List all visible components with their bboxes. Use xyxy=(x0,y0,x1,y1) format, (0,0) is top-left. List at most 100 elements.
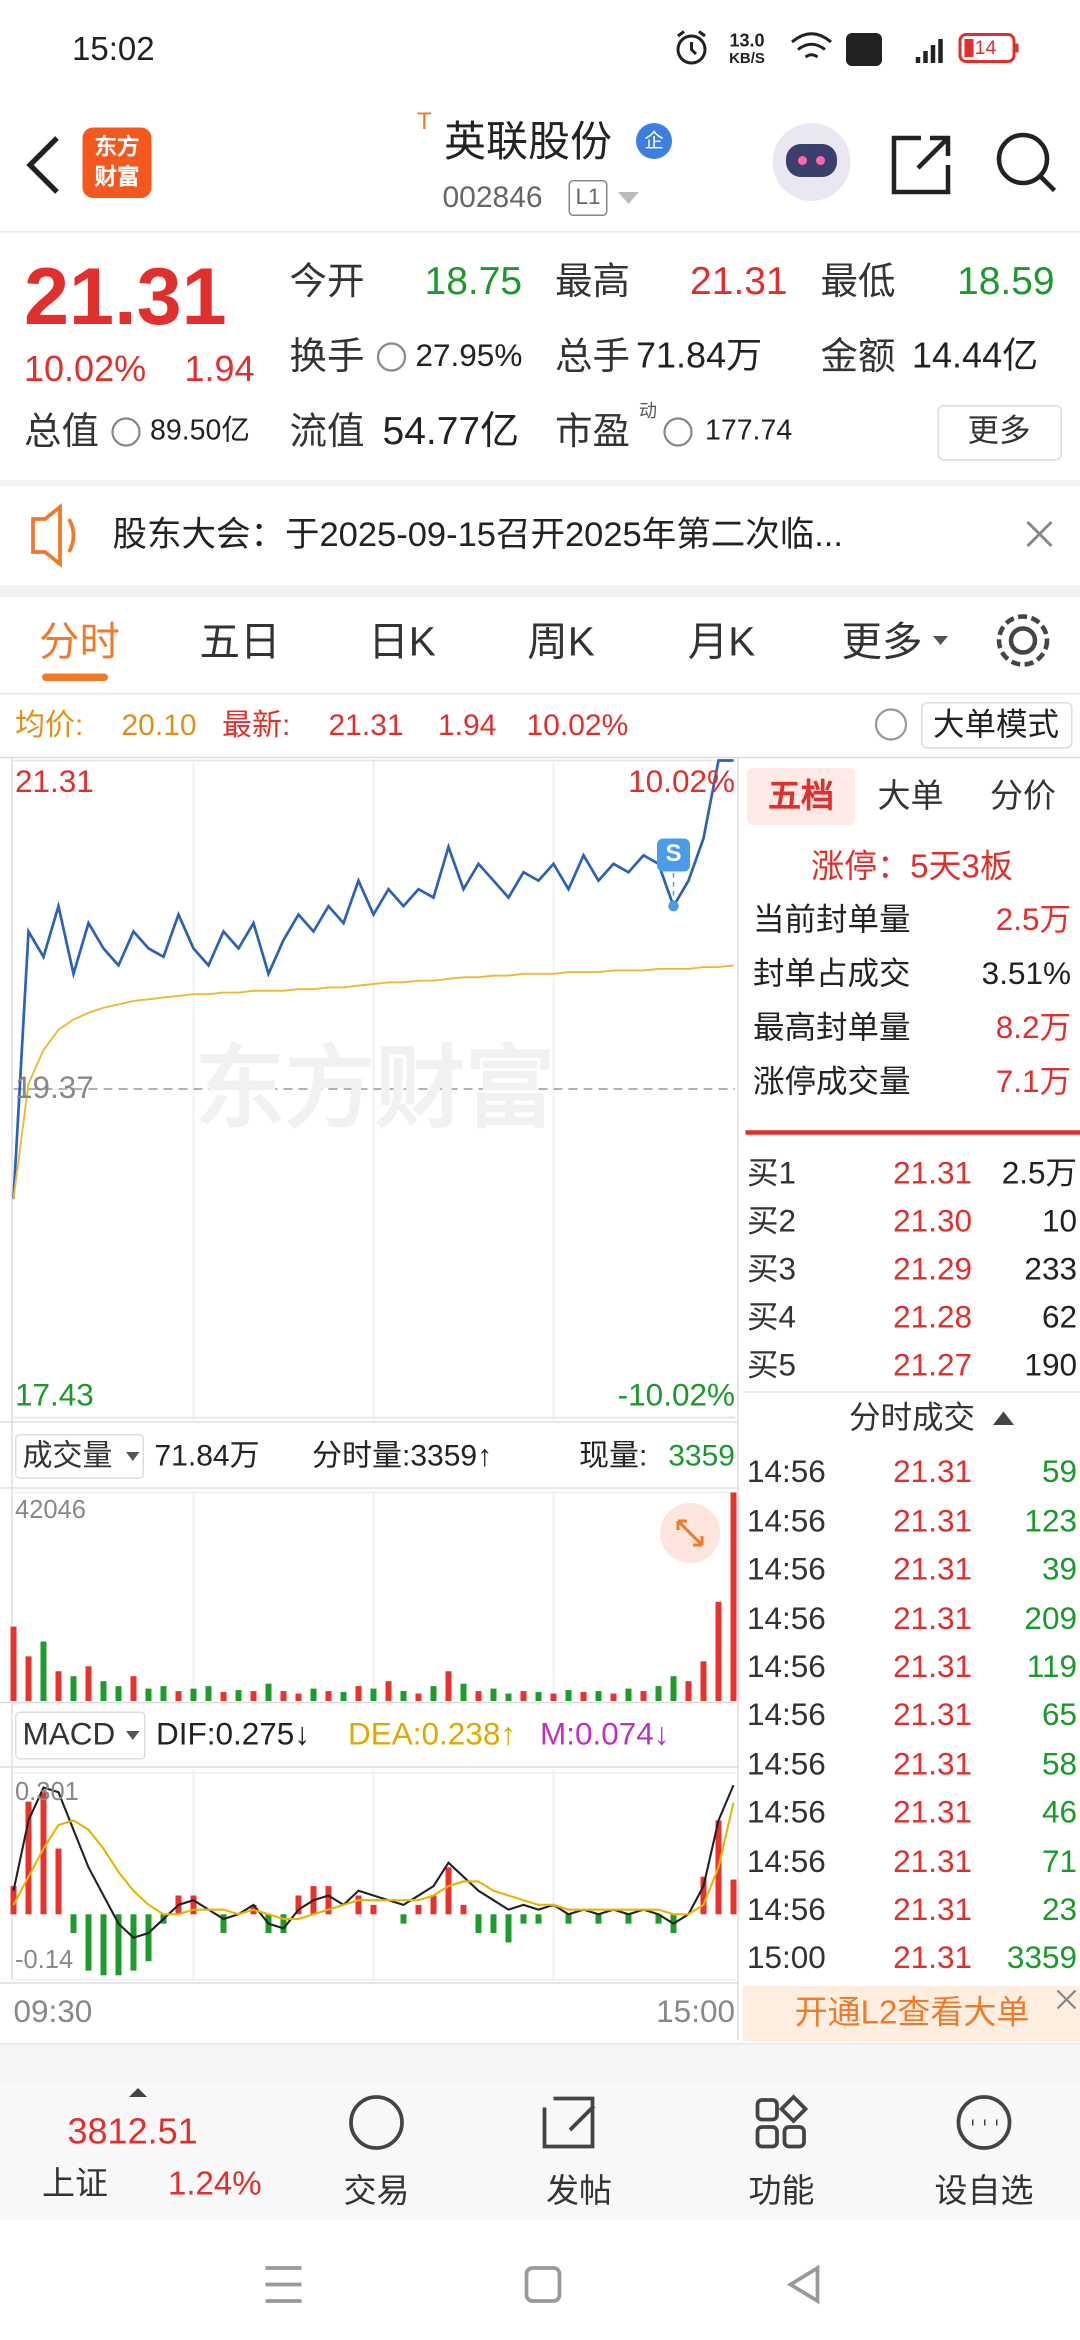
macd-bar xyxy=(520,1914,527,1924)
l2-banner[interactable] xyxy=(742,1986,1080,2042)
more-button[interactable] xyxy=(937,405,1062,461)
search-button[interactable] xyxy=(996,132,1057,193)
chart-tab[interactable]: 更多 xyxy=(841,619,923,665)
macd-bar xyxy=(565,1914,572,1924)
more-button-text[interactable]: 更多 xyxy=(967,414,1031,450)
macd-bar xyxy=(655,1914,662,1924)
stock-code: 002846 xyxy=(442,181,543,215)
volume-dropdown[interactable] xyxy=(15,1434,144,1479)
share-button[interactable] xyxy=(891,135,951,195)
l2-banner-text[interactable]: 开通L2查看大单 xyxy=(794,1993,1030,2031)
volume-bar xyxy=(280,1691,287,1701)
field-label: 流值 xyxy=(289,411,365,453)
volume-bar xyxy=(40,1641,47,1701)
bid-price: 21.31 xyxy=(893,1157,972,1192)
field-label: 总值 xyxy=(24,411,100,453)
trade-price: 21.31 xyxy=(893,1941,972,1977)
macd-bar xyxy=(460,1904,467,1915)
trades-sort-arrow[interactable] xyxy=(993,1411,1014,1426)
volume-bar xyxy=(310,1688,317,1701)
l2-close[interactable] xyxy=(1056,1989,1077,2010)
tick-volume: 分时量:3359↑ xyxy=(312,1440,493,1473)
chart-tab[interactable]: 日K xyxy=(368,619,436,665)
macd-bar xyxy=(295,1895,302,1915)
index-value: 3812.51 xyxy=(67,2111,198,2152)
notice-close[interactable] xyxy=(1026,520,1053,548)
field-label: 最低 xyxy=(820,261,896,303)
volume-bar xyxy=(325,1691,332,1701)
mode-button-text[interactable]: 大单模式 xyxy=(933,708,1059,744)
back-button[interactable] xyxy=(26,136,59,194)
y-tick-label: 0.301 xyxy=(15,1777,79,1806)
notice-icon xyxy=(31,503,76,568)
macd-bar xyxy=(490,1914,497,1934)
field-value: 27.95% xyxy=(415,339,523,375)
volume-bar xyxy=(10,1626,17,1701)
stock-tag: T xyxy=(417,110,432,136)
nav-item[interactable]: 发帖 xyxy=(545,2171,613,2210)
depth-tab[interactable]: 大单 xyxy=(877,776,944,815)
field-label: 市盈 xyxy=(555,411,631,453)
volume-bar xyxy=(160,1686,167,1701)
bid-volume: 10 xyxy=(1041,1205,1077,1240)
nav-item[interactable]: 交易 xyxy=(343,2171,410,2210)
field-label: 最高 xyxy=(555,261,631,303)
system-nav[interactable] xyxy=(265,2264,820,2305)
macd-bar xyxy=(130,1914,137,1971)
trade-price: 21.31 xyxy=(893,1893,972,1928)
macd-bar xyxy=(445,1867,452,1915)
legend-entry: M:0.074↓ xyxy=(540,1718,670,1753)
dropdown-arrow xyxy=(126,1452,140,1461)
trade-time: 14:56 xyxy=(747,1893,826,1928)
x-tick-label: 15:00 xyxy=(656,1995,735,2031)
volume-expand[interactable] xyxy=(660,1503,720,1563)
last-change-pct: 10.02% xyxy=(526,709,629,743)
field-value: 89.50亿 xyxy=(150,414,250,447)
volume-bar xyxy=(430,1686,437,1701)
nav-item[interactable]: 功能 xyxy=(748,2171,815,2210)
nav-item[interactable]: 设自选 xyxy=(934,2171,1034,2210)
macd-dropdown[interactable] xyxy=(15,1711,146,1760)
field-value: 71.84万 xyxy=(636,335,763,376)
volume-bar xyxy=(400,1691,407,1701)
chart-tab[interactable]: 分时 xyxy=(39,619,120,665)
field-label: 今开 xyxy=(289,261,365,303)
annotation-badge xyxy=(657,838,690,872)
settings-button[interactable] xyxy=(996,614,1050,667)
annotation-text: S xyxy=(665,842,682,868)
trade-time: 14:56 xyxy=(747,1844,826,1879)
trade-time: 14:56 xyxy=(747,1504,826,1539)
trade-time: 14:56 xyxy=(747,1747,826,1782)
volume-bar xyxy=(700,1661,707,1701)
volume-bar xyxy=(145,1688,152,1701)
last-change: 1.94 xyxy=(438,709,497,743)
field-label: 换手 xyxy=(289,336,365,378)
mode-button[interactable] xyxy=(921,702,1073,749)
chart-tab[interactable]: 五日 xyxy=(199,619,281,665)
trade-price: 21.31 xyxy=(893,1698,972,1734)
section-gap xyxy=(0,480,1080,486)
chart-tab[interactable]: 月K xyxy=(687,619,756,665)
volume-bar xyxy=(190,1688,197,1701)
chart-tab[interactable]: 周K xyxy=(527,619,595,665)
trade-price: 21.31 xyxy=(893,1455,972,1491)
change-pct: 10.02% xyxy=(24,348,147,390)
trade-volume: 3359 xyxy=(1006,1941,1077,1977)
trade-volume: 65 xyxy=(1041,1698,1077,1734)
macd-bar xyxy=(190,1895,197,1915)
trade-price: 21.31 xyxy=(893,1844,972,1879)
watermark: 东方财富 xyxy=(195,1038,555,1139)
depth-tab[interactable]: 分价 xyxy=(989,776,1057,815)
field-superscript: 动 xyxy=(639,400,658,422)
macd-label: MACD xyxy=(22,1718,116,1753)
bid-level: 买1 xyxy=(747,1157,797,1192)
last-label: 最新: xyxy=(222,709,291,743)
depth-tab[interactable]: 五档 xyxy=(767,776,835,815)
depth-tab-active[interactable] xyxy=(747,768,855,825)
notice-text[interactable]: 股东大会：于2025-09-15召开2025年第二次临... xyxy=(112,514,844,554)
help-icon[interactable] xyxy=(874,708,908,741)
code-dropdown[interactable] xyxy=(618,192,639,204)
assistant-avatar[interactable] xyxy=(772,123,851,201)
